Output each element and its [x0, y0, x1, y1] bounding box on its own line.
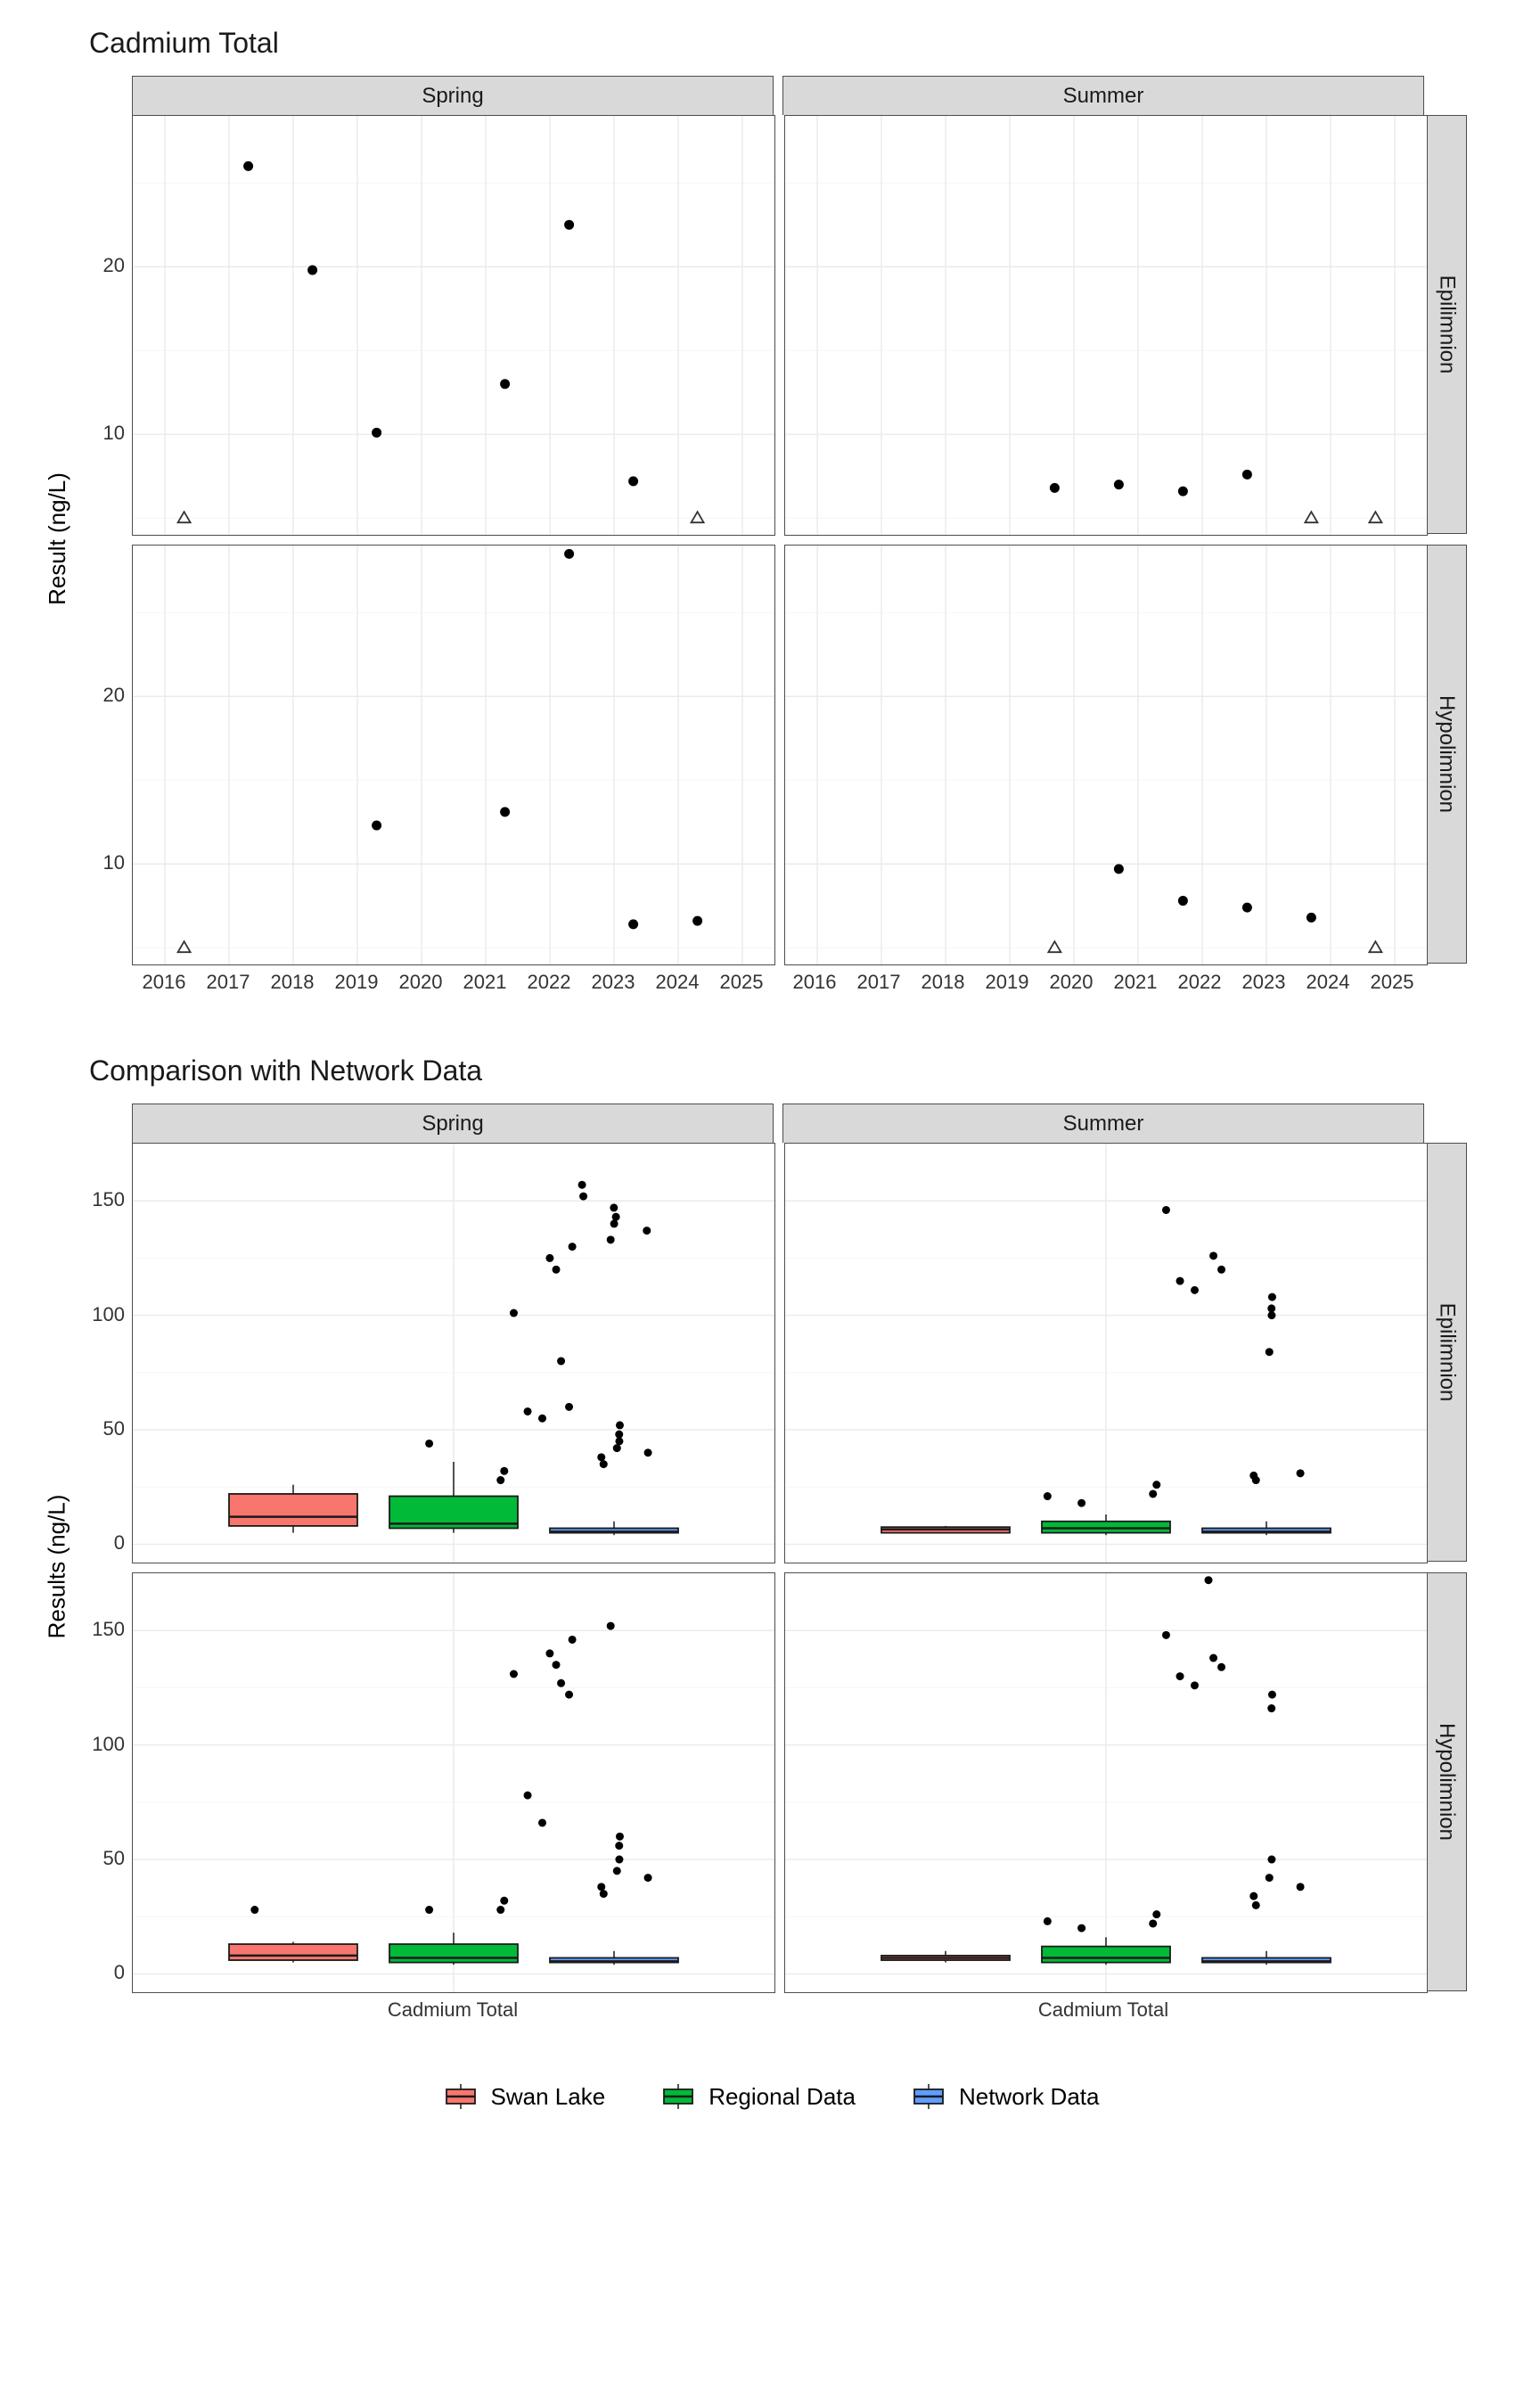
x-tick-label: 2023 — [592, 971, 635, 994]
y-axis-title: Results (ng/L) — [44, 1494, 71, 1638]
x-tick-label: 2017 — [857, 971, 901, 994]
page-root: Cadmium Total SpringSummer1020Epilimnion… — [0, 0, 1540, 2146]
facet-row-strip: Epilimnion — [1428, 1143, 1467, 1562]
x-tick-label: 2017 — [207, 971, 250, 994]
facet-col-strip: Spring — [132, 76, 774, 115]
x-tick-label: 2020 — [1050, 971, 1094, 994]
x-tick-label: 2018 — [922, 971, 965, 994]
y-tick-label: 0 — [114, 1961, 125, 1984]
legend-key-icon — [659, 2082, 698, 2111]
y-tick-label: 150 — [92, 1188, 125, 1211]
legend-label: Network Data — [959, 2083, 1100, 2111]
x-tick-label: 2024 — [1307, 971, 1350, 994]
x-tick-label: 2021 — [463, 971, 507, 994]
x-tick-label: 2019 — [986, 971, 1029, 994]
chart1-facet-grid: SpringSummer 10 20 Epilimnion 10 20 Hypolimnio… — [36, 76, 1504, 1001]
x-tick-label: 2020 — [399, 971, 443, 994]
x-tick-label: 2022 — [528, 971, 571, 994]
legend-key-icon — [909, 2082, 948, 2111]
x-category-label: Cadmium Total — [388, 1998, 518, 2022]
legend: Swan Lake Regional Data Network Data — [36, 2082, 1504, 2111]
x-tick-label: 2019 — [335, 971, 379, 994]
y-tick-label: 20 — [103, 254, 125, 277]
x-tick-label: 2021 — [1114, 971, 1158, 994]
y-tick-label: 20 — [103, 684, 125, 707]
boxplot-panel — [132, 1143, 775, 1563]
facet-col-strip: Summer — [782, 1104, 1424, 1143]
scatter-panel — [132, 545, 775, 965]
chart2-title: Comparison with Network Data — [89, 1054, 1504, 1087]
boxplot-panel — [784, 1143, 1428, 1563]
facet-row-strip: Hypolimnion — [1428, 1572, 1467, 1991]
x-tick-label: 2024 — [656, 971, 700, 994]
scatter-panel — [784, 545, 1428, 965]
y-tick-label: 100 — [92, 1733, 125, 1756]
legend-key-icon — [441, 2082, 480, 2111]
x-tick-label: 2023 — [1242, 971, 1286, 994]
x-tick-label: 2022 — [1178, 971, 1222, 994]
chart-comparison: Comparison with Network Data SpringSumme… — [36, 1054, 1504, 2029]
facet-col-strip: Spring — [132, 1104, 774, 1143]
y-tick-label: 100 — [92, 1303, 125, 1326]
x-tick-label: 2018 — [271, 971, 315, 994]
legend-item: Regional Data — [659, 2082, 856, 2111]
facet-col-strip: Summer — [782, 76, 1424, 115]
facet-row-strip: Hypolimnion — [1428, 545, 1467, 964]
y-tick-label: 50 — [103, 1847, 125, 1870]
y-tick-label: 150 — [92, 1618, 125, 1641]
chart-cadmium-total: Cadmium Total SpringSummer 10 20 Epilimnion… — [36, 27, 1504, 1001]
y-tick-label: 10 — [103, 851, 125, 874]
legend-label: Swan Lake — [491, 2083, 606, 2111]
boxplot-panel — [132, 1572, 775, 1993]
x-category-label: Cadmium Total — [1038, 1998, 1168, 2022]
x-tick-label: 2016 — [143, 971, 186, 994]
chart1-title: Cadmium Total — [89, 27, 1504, 60]
legend-label: Regional Data — [709, 2083, 856, 2111]
legend-item: Network Data — [909, 2082, 1100, 2111]
y-axis-title: Result (ng/L) — [44, 472, 71, 605]
legend-item: Swan Lake — [441, 2082, 606, 2111]
facet-row-strip: Epilimnion — [1428, 115, 1467, 534]
y-tick-label: 50 — [103, 1417, 125, 1440]
scatter-panel — [784, 115, 1428, 536]
boxplot-panel — [784, 1572, 1428, 1993]
scatter-panel — [132, 115, 775, 536]
x-tick-label: 2016 — [793, 971, 837, 994]
chart2-facet-grid: SpringSummer 0 50 100 150 Epilimnion 0 50 100 150… — [36, 1104, 1504, 2029]
x-tick-label: 2025 — [1371, 971, 1414, 994]
y-tick-label: 10 — [103, 422, 125, 445]
y-tick-label: 0 — [114, 1531, 125, 1555]
x-tick-label: 2025 — [720, 971, 764, 994]
